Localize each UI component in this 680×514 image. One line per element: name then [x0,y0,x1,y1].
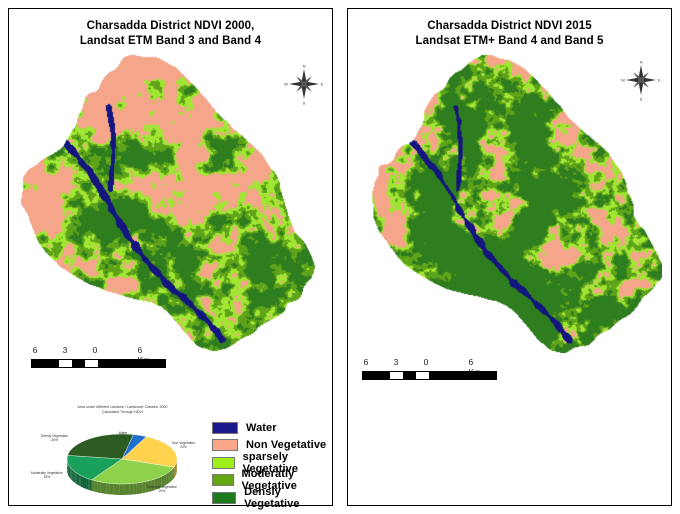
ndvi-map-2000 [15,53,326,353]
compass-label-e: E [321,82,324,87]
legend-swatch-sparsely-vegetative [212,456,235,469]
compass-label-s: S [303,101,306,106]
panel-title-line1: Charsadda District NDVI 2000, [86,20,255,32]
scale-tick-0: 0 [92,345,98,355]
legend-swatch-moderately-vegetative [212,474,234,487]
pie-label-water-2000: Water 4% [118,431,128,440]
compass-label-w: W [621,78,625,83]
ndvi-map-2015 [362,53,662,363]
scale-tick-3: 3 [393,357,399,367]
pie-label-moderately-2000: Moderatly Vegetative 18% [31,471,63,480]
compass-label-w: W [284,82,288,87]
pie-label-non-vegetative-2000: Non Vegetative 23% [172,441,195,450]
legend-label-non-vegetative: Non Vegetative [246,439,327,452]
ndvi-raster-2015 [362,53,662,353]
map-legend-2000: Water Non Vegetative sparsely Vegetative… [212,419,332,510]
pie-label-densely-2000: Densly Vegetative 26% [41,434,69,443]
legend-label-moderately-vegetative: Moderatly Vegetative [241,468,297,493]
scale-tick-3: 3 [62,345,68,355]
pie-label-sparsely-2000: Sparsely Vegetative 29% [147,485,177,494]
legend-swatch-water [212,421,238,434]
map-panel-ndvi-2015: Charsadda District NDVI 2015 Landsat ETM… [347,8,672,506]
legend-swatch-non-vegetative [212,439,238,452]
compass-label-n: N [303,64,306,69]
legend-item-sparsely-vegetative: sparsely Vegetative [212,450,332,475]
panel-title-2015: Charsadda District NDVI 2015 Landsat ETM… [348,19,671,49]
panel-title-2000: Charsadda District NDVI 2000, Landsat ET… [9,19,332,49]
scale-bar-2000: 6 3 0 6 Km [31,345,166,375]
pie-title-line1-2000: Area under different Landuse / Landcover… [77,405,168,409]
pie-title-line2-2000: Calculated Through NDVI [102,410,143,414]
panel-title-line1: Charsadda District NDVI 2015 [427,20,592,32]
pie-stage-2000: Water 4% Non Vegetative 23% Sparsely Veget… [31,415,210,503]
panel-title-line2: Landsat ETM+ Band 4 and Band 5 [415,35,604,47]
compass-rose-2015: N S E W [618,57,664,103]
legend-label-sparsely-vegetative: sparsely Vegetative [242,450,299,475]
pie-chart-block-2000: Area under different Landuse / Landcover… [31,405,210,510]
pie-svg-2000 [66,433,178,495]
compass-label-s: S [640,97,643,102]
legend-item-moderately-vegetative: Moderatly Vegetative [212,468,332,492]
legend-label-water: Water [246,421,277,434]
legend-item-non-vegetative: Non Vegetative [212,437,332,455]
legend-swatch-densely-vegetative [212,491,237,504]
scale-bar-2015: 6 3 0 6 Km [362,357,497,387]
legend-item-densely-vegetative: Densly Vegetative [212,485,332,510]
compass-label-n: N [640,60,643,65]
legend-item-water: Water [212,419,332,437]
compass-label-e: E [658,78,661,83]
scale-tick-6l: 6 [32,345,38,355]
scale-tick-0: 0 [423,357,429,367]
ndvi-raster-2000 [15,53,326,353]
scale-tick-6l: 6 [363,357,369,367]
panel-title-line2: Landsat ETM Band 3 and Band 4 [79,35,262,47]
compass-rose-2000: N S E W [281,61,327,107]
legend-label-densely-vegetative: Densly Vegetative [244,485,300,510]
map-panel-ndvi-2000: Charsadda District NDVI 2000, Landsat ET… [8,8,333,510]
